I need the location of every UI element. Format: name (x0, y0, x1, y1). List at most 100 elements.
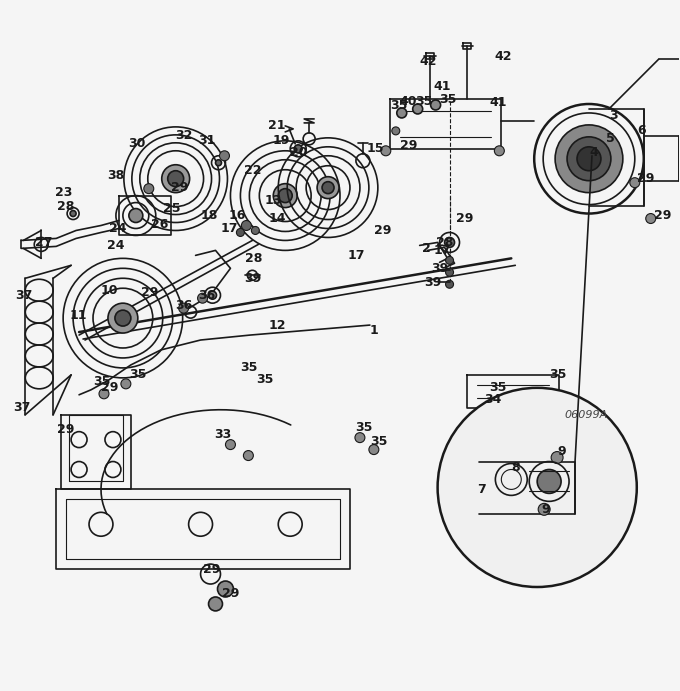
Circle shape (413, 104, 423, 114)
Text: 24: 24 (109, 222, 126, 235)
Text: 13: 13 (265, 194, 282, 207)
Circle shape (630, 178, 640, 188)
Text: 41: 41 (490, 97, 507, 109)
Text: 35: 35 (256, 373, 274, 386)
Circle shape (278, 189, 292, 202)
Circle shape (143, 184, 154, 193)
Circle shape (99, 389, 109, 399)
Circle shape (369, 444, 379, 455)
Text: 37: 37 (14, 401, 31, 414)
Text: 35: 35 (415, 95, 432, 108)
Circle shape (494, 146, 505, 155)
Text: 5: 5 (606, 133, 615, 145)
Circle shape (438, 388, 636, 587)
Text: 9: 9 (557, 445, 566, 458)
Text: 29: 29 (653, 209, 671, 222)
Text: 23: 23 (55, 186, 73, 199)
Text: 36: 36 (199, 289, 216, 302)
Circle shape (445, 281, 454, 288)
Text: 21: 21 (269, 120, 286, 133)
Text: 35: 35 (390, 100, 407, 113)
Text: 29: 29 (400, 140, 417, 152)
Text: 29: 29 (141, 285, 158, 299)
Text: 4: 4 (589, 146, 598, 160)
Text: 35: 35 (129, 368, 146, 381)
Text: 42: 42 (494, 50, 512, 63)
Text: 29: 29 (374, 224, 391, 237)
Circle shape (577, 146, 601, 171)
Circle shape (179, 303, 188, 313)
Circle shape (445, 256, 454, 265)
Circle shape (381, 146, 391, 155)
Text: 8: 8 (511, 461, 520, 474)
Circle shape (115, 310, 131, 326)
Text: 30: 30 (128, 138, 146, 151)
Text: 14: 14 (269, 212, 286, 225)
Text: 29: 29 (636, 172, 654, 185)
Text: 17: 17 (220, 222, 238, 235)
Text: 15: 15 (367, 142, 384, 155)
Text: 42: 42 (420, 55, 437, 68)
Circle shape (209, 597, 222, 611)
Circle shape (273, 184, 297, 207)
Text: 24: 24 (107, 239, 124, 252)
Text: 39: 39 (432, 262, 449, 275)
Circle shape (445, 268, 454, 276)
Circle shape (226, 439, 235, 450)
Text: 35: 35 (241, 361, 258, 375)
Text: 40: 40 (400, 95, 418, 108)
Text: 35: 35 (93, 375, 110, 388)
Text: 29: 29 (171, 181, 188, 194)
Text: 17: 17 (434, 244, 451, 257)
Text: 1: 1 (370, 323, 379, 337)
Circle shape (129, 209, 143, 223)
Text: 3: 3 (609, 109, 617, 122)
Text: 20: 20 (290, 146, 308, 160)
Circle shape (198, 293, 207, 303)
Circle shape (646, 214, 656, 223)
Circle shape (294, 145, 302, 153)
Circle shape (108, 303, 138, 333)
Text: 35: 35 (549, 368, 566, 381)
Text: 16: 16 (228, 209, 246, 222)
Circle shape (237, 229, 244, 236)
Text: 29: 29 (222, 587, 240, 600)
Text: 6: 6 (636, 124, 645, 138)
Circle shape (220, 151, 229, 161)
Text: 31: 31 (199, 134, 216, 147)
Circle shape (218, 581, 233, 597)
Text: 7: 7 (477, 483, 486, 496)
Circle shape (216, 160, 222, 166)
Circle shape (241, 220, 252, 231)
Circle shape (445, 238, 454, 247)
Text: 39: 39 (424, 276, 442, 289)
Circle shape (392, 127, 400, 135)
Text: 41: 41 (434, 79, 451, 93)
Text: 26: 26 (151, 218, 168, 231)
Circle shape (162, 164, 190, 193)
Text: 11: 11 (69, 309, 86, 321)
Circle shape (555, 125, 623, 193)
Text: 29: 29 (456, 212, 473, 225)
Text: 35: 35 (490, 381, 507, 395)
Text: 18: 18 (201, 209, 218, 222)
Text: 28: 28 (436, 236, 453, 249)
Circle shape (355, 433, 365, 443)
Circle shape (396, 108, 407, 118)
Text: 38: 38 (107, 169, 124, 182)
Text: 29: 29 (203, 562, 220, 576)
Circle shape (538, 503, 550, 515)
Circle shape (322, 182, 334, 193)
Circle shape (209, 291, 216, 299)
Text: 29: 29 (101, 381, 118, 395)
Text: 17: 17 (348, 249, 365, 262)
Text: 25: 25 (163, 202, 180, 215)
Text: 06099A: 06099A (564, 410, 607, 419)
Circle shape (168, 171, 184, 187)
Text: 12: 12 (269, 319, 286, 332)
Text: 34: 34 (484, 393, 502, 406)
Text: 9: 9 (541, 503, 550, 515)
Text: 35: 35 (439, 93, 457, 106)
Text: 22: 22 (244, 164, 262, 177)
Circle shape (551, 451, 563, 464)
